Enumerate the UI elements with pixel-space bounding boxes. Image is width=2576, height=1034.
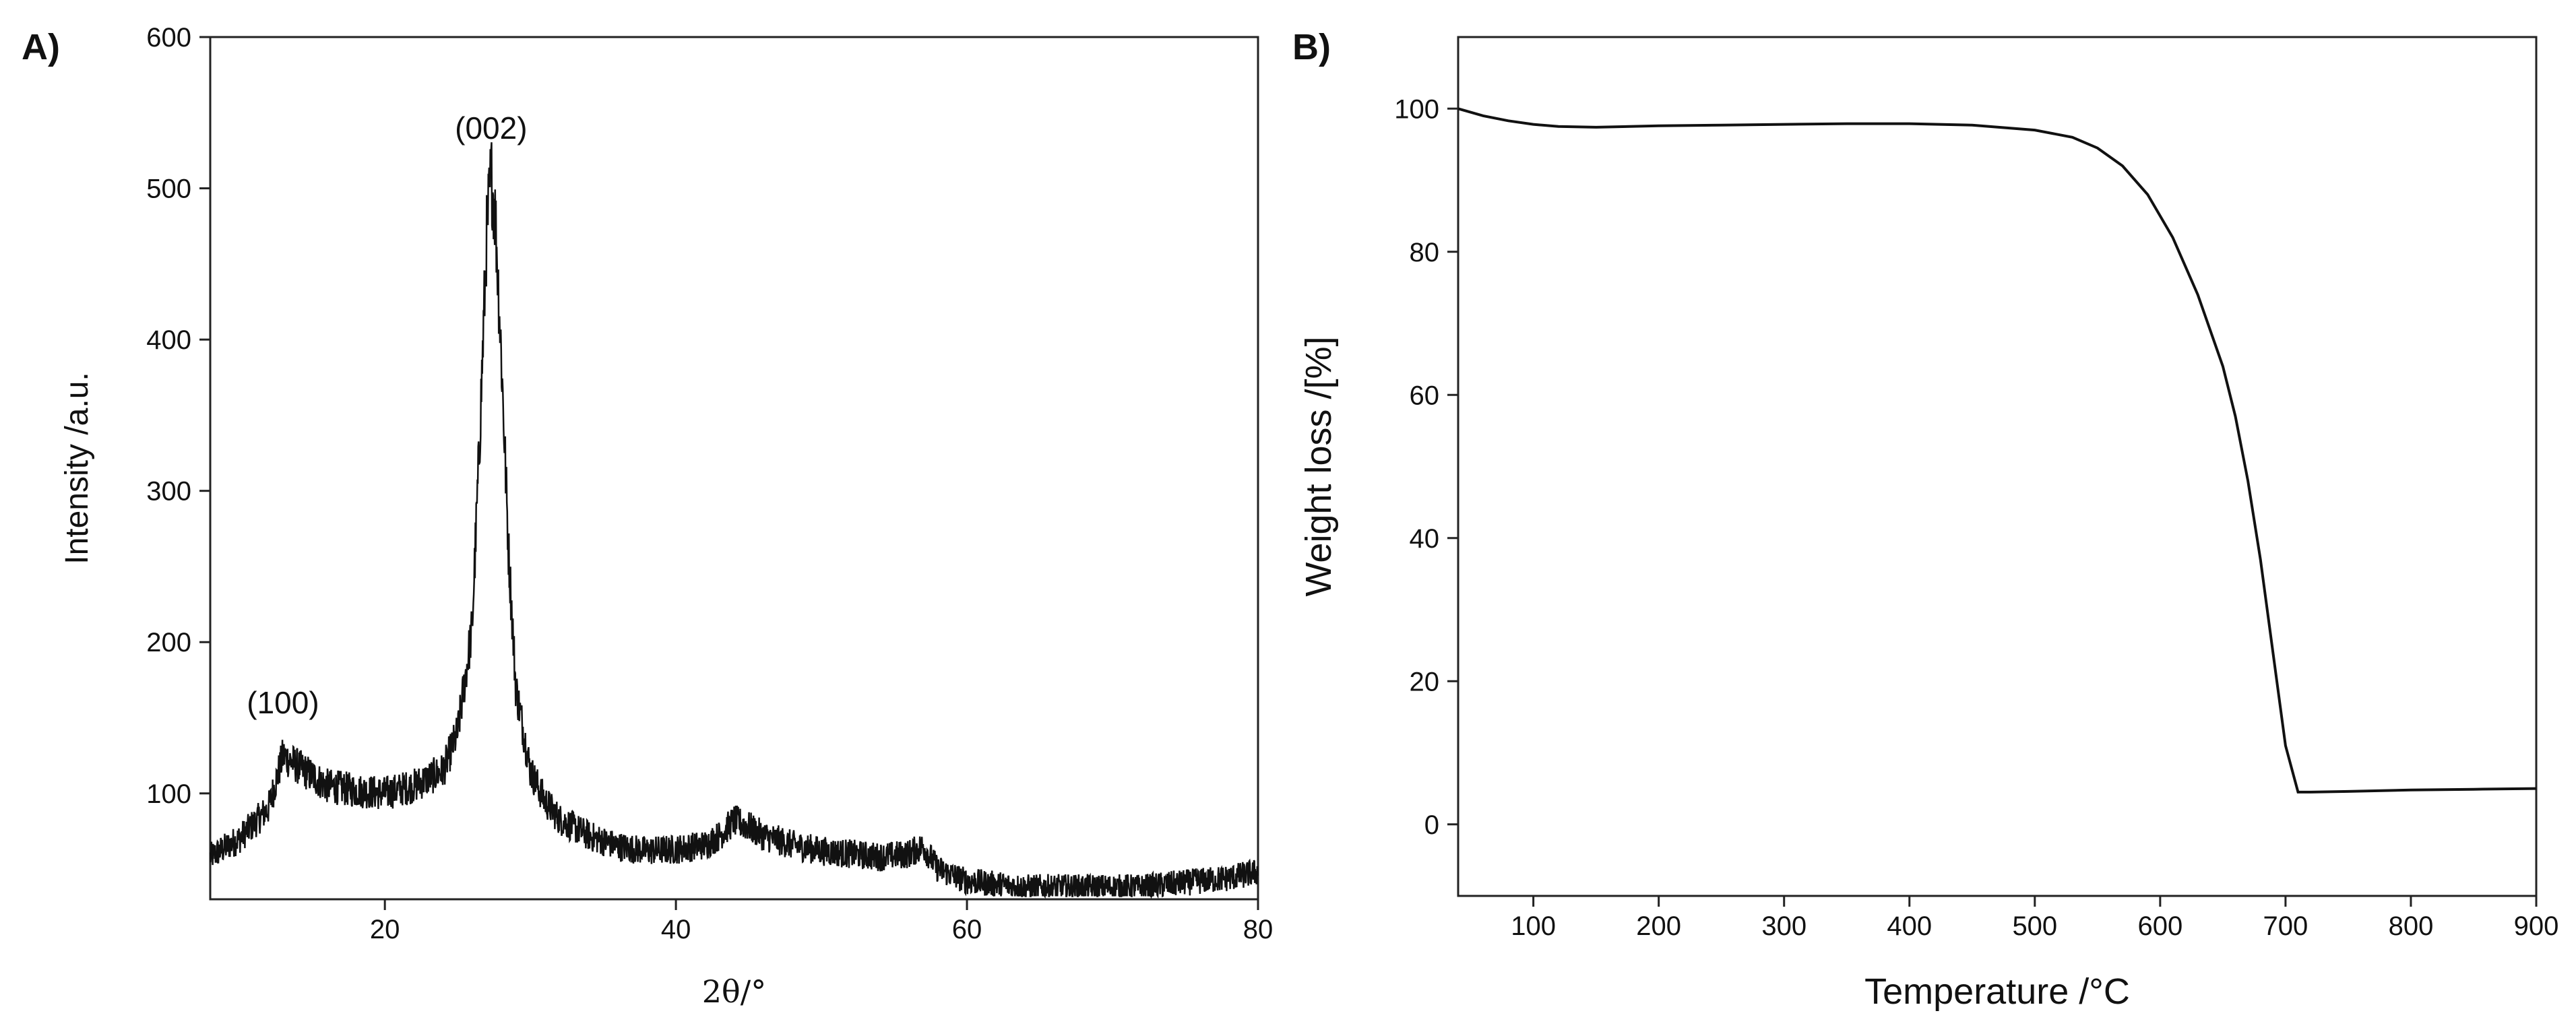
panel-a-label: A) — [22, 27, 60, 67]
panel-a-y-axis-title: Intensity /a.u. — [59, 372, 95, 564]
panel-b-tga-series-line — [1457, 107, 2537, 794]
b-x-tick-label: 800 — [2389, 911, 2434, 941]
panel-a: A) 20 40 60 80 100 200 300 400 500 600 (100) (00… — [22, 23, 1273, 1010]
b-x-tick-label: 700 — [2263, 911, 2308, 941]
a-x-tick-label: 20 — [370, 915, 400, 944]
panel-b-label: B) — [1292, 27, 1331, 67]
b-x-tick-label: 500 — [2012, 911, 2057, 941]
b-x-tick-label: 600 — [2137, 911, 2182, 941]
b-y-tick-label: 0 — [1424, 810, 1439, 840]
panel-a-annotation-002: (002) — [455, 110, 527, 146]
a-y-tick-label: 100 — [146, 779, 191, 809]
panel-a-annotation-100: (100) — [247, 685, 319, 720]
panel-a-y-ticks: 100 200 300 400 500 600 — [146, 23, 210, 809]
b-y-tick-label: 60 — [1410, 381, 1440, 410]
b-x-tick-label: 400 — [1887, 911, 1932, 941]
a-x-tick-label: 60 — [952, 915, 982, 944]
a-y-tick-label: 600 — [146, 23, 191, 53]
panel-b-y-ticks: 0 20 40 60 80 100 — [1394, 94, 1458, 840]
b-x-tick-label: 900 — [2514, 911, 2559, 941]
a-y-tick-label: 400 — [146, 325, 191, 355]
a-y-tick-label: 300 — [146, 477, 191, 507]
b-y-tick-label: 20 — [1410, 667, 1440, 697]
panel-b: B) 100 200 300 400 500 600 700 800 900 0 20 40 60 80… — [1292, 27, 2558, 1012]
a-x-tick-label: 80 — [1243, 915, 1274, 944]
panel-a-xrd-series-line — [209, 142, 1259, 899]
b-y-tick-label: 40 — [1410, 524, 1440, 554]
panel-a-x-axis-title: 2θ/° — [702, 973, 766, 1010]
b-x-tick-label: 100 — [1511, 911, 1556, 941]
b-x-tick-label: 300 — [1761, 911, 1807, 941]
a-x-tick-label: 40 — [661, 915, 691, 944]
a-y-tick-label: 500 — [146, 174, 191, 204]
panel-b-x-ticks: 100 200 300 400 500 600 700 800 900 — [1511, 896, 2558, 941]
panel-b-plot-frame — [1457, 36, 2538, 897]
panel-b-x-axis-title: Temperature /°C — [1864, 971, 2130, 1012]
b-y-tick-label: 80 — [1410, 238, 1440, 267]
a-y-tick-label: 200 — [146, 628, 191, 657]
b-x-tick-label: 200 — [1636, 911, 1681, 941]
panel-b-y-axis-title: Weight loss /[%] — [1298, 336, 1339, 596]
panel-a-x-ticks: 20 40 60 80 — [370, 899, 1273, 944]
panel-a-plot-frame — [209, 36, 1259, 901]
b-y-tick-label: 100 — [1394, 94, 1439, 124]
